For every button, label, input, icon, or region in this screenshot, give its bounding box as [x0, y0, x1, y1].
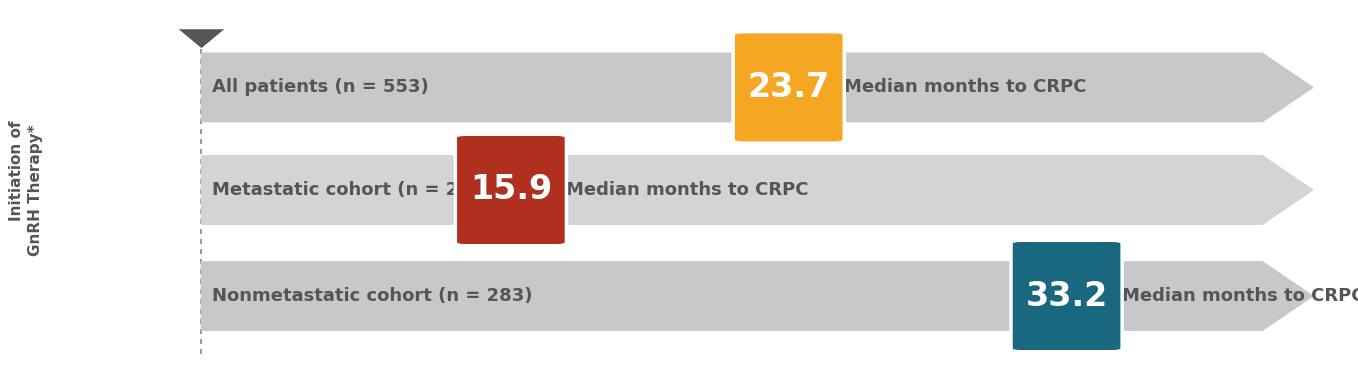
Text: 33.2: 33.2	[1025, 280, 1108, 312]
Text: Median months to CRPC: Median months to CRPC	[845, 78, 1086, 97]
Text: Median months to CRPC: Median months to CRPC	[566, 181, 809, 199]
Text: All patients (n = 553): All patients (n = 553)	[212, 78, 428, 97]
Text: GnRH Therapy*: GnRH Therapy*	[27, 124, 43, 256]
Polygon shape	[201, 53, 1313, 122]
Polygon shape	[201, 156, 1313, 224]
Polygon shape	[179, 29, 224, 48]
Text: Initiation of: Initiation of	[8, 121, 24, 221]
Text: 23.7: 23.7	[748, 71, 830, 104]
FancyBboxPatch shape	[455, 134, 566, 246]
Text: Nonmetastatic cohort (n = 283): Nonmetastatic cohort (n = 283)	[212, 287, 532, 305]
Polygon shape	[201, 262, 1313, 330]
FancyBboxPatch shape	[733, 32, 845, 143]
FancyBboxPatch shape	[1010, 240, 1122, 352]
Text: Median months to CRPC: Median months to CRPC	[1122, 287, 1358, 305]
Text: 15.9: 15.9	[470, 174, 551, 206]
Text: Metastatic cohort (n = 270): Metastatic cohort (n = 270)	[212, 181, 492, 199]
